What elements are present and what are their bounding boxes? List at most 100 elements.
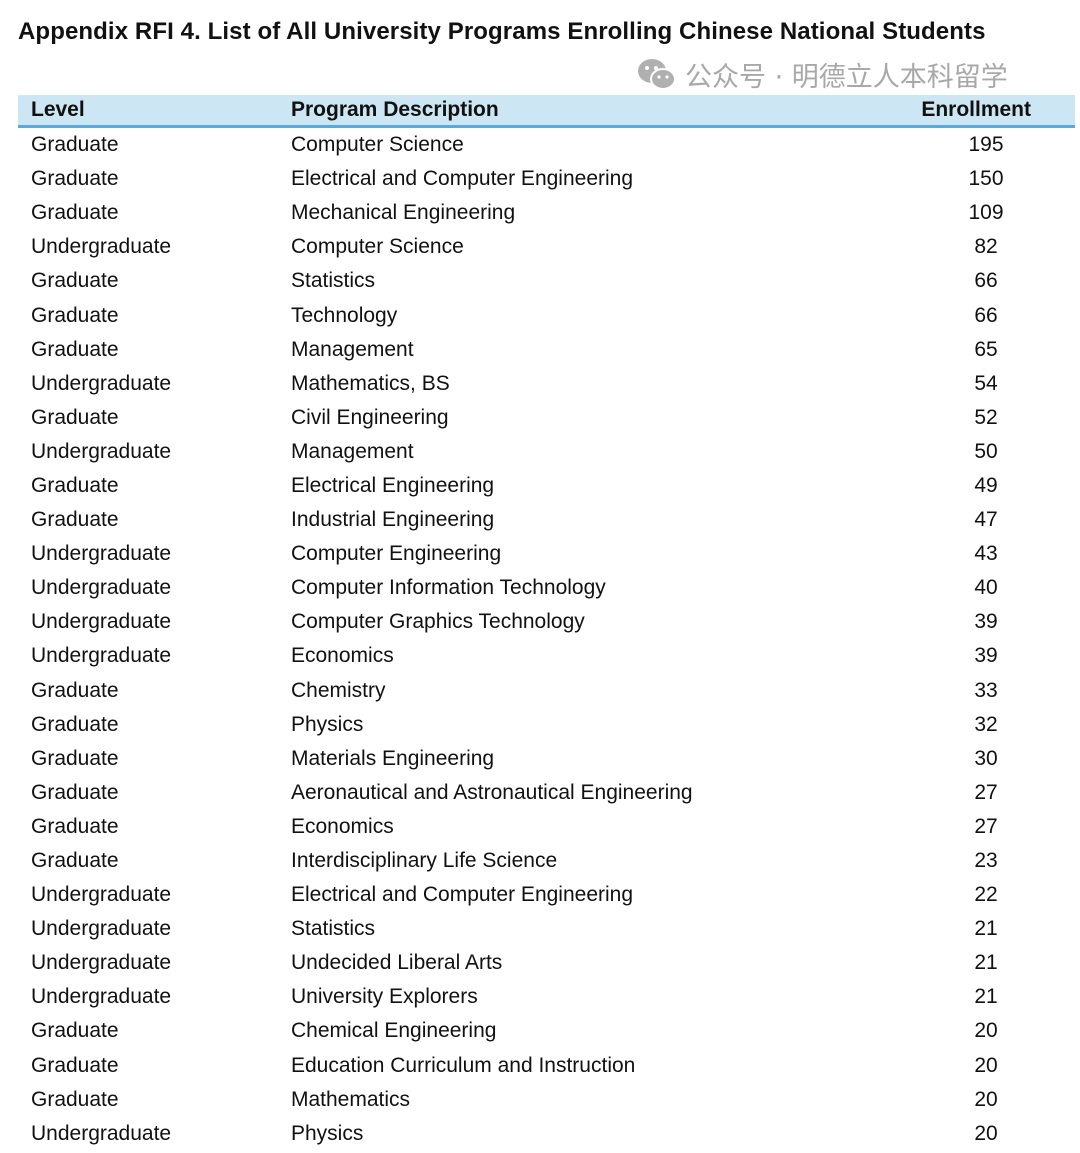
cell-program: Management [291,439,414,463]
table-row: Undergraduate Undecided Liberal Arts 21 [18,946,1075,980]
table-header: Level Program Description Enrollment [18,95,1075,128]
cell-enrollment: 39 [974,610,998,634]
cell-program: Electrical Engineering [291,473,495,497]
table-row: Graduate Economics 27 [18,810,1075,844]
table-row: Graduate Electrical Engineering 49 [18,469,1075,503]
cell-enrollment: 27 [974,814,998,838]
cell-enrollment: 50 [974,439,998,463]
table-row: Undergraduate Economics 39 [18,639,1075,673]
cell-program: Physics [291,712,364,736]
programs-table: Level Program Description Enrollment Gra… [18,95,1075,1151]
cell-enrollment: 43 [974,542,998,566]
cell-program: Civil Engineering [291,405,449,429]
cell-level: Undergraduate [31,610,172,634]
watermark-text: 公众号 · 明德立人本科留学 [685,61,1008,93]
cell-level: Graduate [31,405,119,429]
watermark: 公众号 · 明德立人本科留学 [637,56,1008,93]
cell-level: Graduate [31,1019,119,1043]
cell-enrollment: 21 [974,951,998,975]
cell-level: Graduate [31,712,119,736]
table-row: Graduate Management 65 [18,333,1075,367]
table-row: Graduate Education Curriculum and Instruc… [18,1049,1075,1083]
table-row: Undergraduate Computer Graphics Technolog… [18,605,1075,639]
header-level: Level [31,98,85,121]
cell-level: Undergraduate [31,883,172,907]
cell-enrollment: 109 [968,201,1004,225]
table-row: Undergraduate Statistics 21 [18,912,1075,946]
cell-level: Undergraduate [31,576,172,600]
cell-program: Physics [291,1121,364,1145]
table-row: Undergraduate Physics 20 [18,1117,1075,1151]
cell-enrollment: 21 [974,917,998,941]
table-row: Graduate Mechanical Engineering 109 [18,196,1075,230]
table-row: Undergraduate Management 50 [18,435,1075,469]
cell-level: Undergraduate [31,235,172,259]
cell-enrollment: 30 [974,746,998,770]
cell-level: Graduate [31,201,119,225]
cell-program: Industrial Engineering [291,508,495,532]
cell-enrollment: 54 [974,371,998,395]
cell-level: Graduate [31,473,119,497]
table-row: Graduate Technology 66 [18,298,1075,332]
cell-level: Undergraduate [31,1121,172,1145]
cell-enrollment: 40 [974,576,998,600]
cell-program: Mechanical Engineering [291,201,516,225]
table-row: Graduate Industrial Engineering 47 [18,503,1075,537]
table-row: Graduate Interdisciplinary Life Science 23 [18,844,1075,878]
cell-program: Computer Science [291,133,464,157]
cell-program: Electrical and Computer Engineering [291,883,634,907]
cell-enrollment: 32 [974,712,998,736]
cell-enrollment: 23 [974,849,998,873]
cell-program: Computer Information Technology [291,576,606,600]
cell-program: Statistics [291,917,376,941]
table-row: Undergraduate Electrical and Computer Eng… [18,878,1075,912]
table-row: Graduate Electrical and Computer Engineer… [18,162,1075,196]
cell-enrollment: 195 [968,133,1004,157]
header-enrollment: Enrollment [921,98,1031,121]
cell-level: Graduate [31,167,119,191]
table-row: Undergraduate Computer Science 82 [18,230,1075,264]
cell-enrollment: 20 [974,1087,998,1111]
cell-program: Materials Engineering [291,746,495,770]
cell-level: Undergraduate [31,371,172,395]
cell-program: Electrical and Computer Engineering [291,167,634,191]
cell-enrollment: 33 [974,678,998,702]
table-row: Graduate Computer Science 195 [18,128,1075,162]
cell-program: Statistics [291,269,376,293]
cell-level: Graduate [31,746,119,770]
table-body: Graduate Computer Science 195 Graduate Elect… [18,128,1075,1151]
table-row: Undergraduate Computer Information Techno… [18,571,1075,605]
cell-enrollment: 39 [974,644,998,668]
cell-level: Undergraduate [31,917,172,941]
cell-level: Graduate [31,814,119,838]
table-row: Undergraduate Computer Engineering 43 [18,537,1075,571]
table-row: Graduate Materials Engineering 30 [18,742,1075,776]
cell-enrollment: 20 [974,1121,998,1145]
cell-enrollment: 21 [974,985,998,1009]
cell-level: Graduate [31,508,119,532]
cell-program: Chemistry [291,678,386,702]
cell-program: University Explorers [291,985,478,1009]
cell-program: Computer Graphics Technology [291,610,585,634]
cell-level: Graduate [31,133,119,157]
cell-enrollment: 20 [974,1053,998,1077]
cell-program: Technology [291,303,398,327]
document-title: Appendix RFI 4. List of All University P… [18,18,986,45]
cell-program: Management [291,337,414,361]
cell-enrollment: 47 [974,508,998,532]
cell-level: Graduate [31,303,119,327]
cell-enrollment: 66 [974,303,998,327]
cell-program: Undecided Liberal Arts [291,951,503,975]
table-row: Undergraduate Mathematics, BS 54 [18,367,1075,401]
cell-enrollment: 150 [968,167,1004,191]
cell-level: Graduate [31,849,119,873]
table-row: Graduate Physics 32 [18,708,1075,742]
cell-enrollment: 66 [974,269,998,293]
table-row: Graduate Mathematics 20 [18,1083,1075,1117]
cell-level: Undergraduate [31,542,172,566]
cell-enrollment: 49 [974,473,998,497]
header-program: Program Description [291,98,499,121]
table-row: Graduate Chemical Engineering 20 [18,1014,1075,1048]
table-row: Graduate Statistics 66 [18,264,1075,298]
table-row: Undergraduate University Explorers 21 [18,980,1075,1014]
